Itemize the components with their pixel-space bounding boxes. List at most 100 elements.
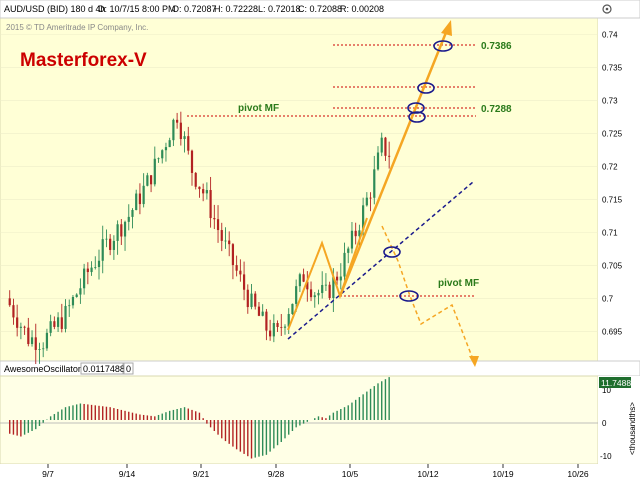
candle-body bbox=[198, 186, 201, 190]
x-tick-label: 9/7 bbox=[42, 469, 54, 479]
candle-body bbox=[350, 230, 354, 249]
candle-body bbox=[298, 274, 301, 287]
pivot-label-bottom: pivot MF bbox=[438, 278, 479, 289]
candle-body bbox=[317, 293, 320, 296]
fib-levels bbox=[187, 44, 476, 297]
y-tick-label: 0.725 bbox=[602, 129, 623, 138]
candle-body bbox=[19, 326, 22, 328]
candle-body bbox=[68, 305, 71, 307]
candle-body bbox=[146, 175, 149, 186]
candle-body bbox=[365, 197, 368, 206]
candle-body bbox=[224, 240, 227, 242]
ellipse-marker bbox=[417, 82, 435, 94]
candle-body bbox=[380, 137, 383, 153]
candle-body bbox=[339, 276, 342, 281]
y-tick-label: 0.71 bbox=[602, 228, 618, 237]
candle-body bbox=[83, 268, 86, 289]
osc-tick: 10 bbox=[602, 386, 611, 395]
candle-body bbox=[142, 185, 145, 205]
candle-body bbox=[8, 298, 11, 306]
candle-body bbox=[209, 190, 212, 219]
ellipse-marker bbox=[407, 102, 425, 114]
level-label-high: 0.7386 bbox=[481, 41, 512, 52]
header-open: O: 0.72087 bbox=[172, 4, 217, 14]
copyright-text: 2015 © TD Ameritrade IP Company, Inc. bbox=[6, 23, 148, 32]
candle-body bbox=[23, 326, 26, 328]
x-tick-label: 9/28 bbox=[268, 469, 285, 479]
candle-body bbox=[116, 224, 119, 241]
osc-tick: -10 bbox=[600, 452, 612, 461]
candle-body bbox=[332, 276, 335, 298]
time-axis: 9/7 9/14 9/21 9/28 10/5 10/12 10/19 10/26 bbox=[42, 464, 589, 479]
candle-body bbox=[328, 284, 331, 298]
x-tick-label: 9/21 bbox=[193, 469, 210, 479]
y-tick-label: 0.73 bbox=[602, 96, 618, 105]
candle-body bbox=[120, 224, 123, 237]
candle-body bbox=[309, 289, 313, 298]
candle-body bbox=[49, 321, 52, 333]
candle-body bbox=[376, 152, 380, 170]
candle-body bbox=[343, 252, 346, 277]
osc-panel[interactable] bbox=[0, 375, 599, 465]
x-tick-label: 10/26 bbox=[567, 469, 589, 479]
candle-body bbox=[131, 210, 134, 217]
settings-gear-icon[interactable] bbox=[602, 4, 612, 14]
brand-title: Masterforex-V bbox=[20, 50, 147, 71]
candle-body bbox=[295, 286, 298, 304]
candle-body bbox=[16, 317, 19, 328]
candle-body bbox=[269, 330, 272, 337]
candle-body bbox=[291, 303, 294, 314]
y-tick-label: 0.715 bbox=[602, 195, 623, 204]
projection-up-arrow-line bbox=[338, 29, 449, 297]
x-tick-label: 10/19 bbox=[492, 469, 514, 479]
candle-body bbox=[302, 274, 305, 282]
candle-body bbox=[123, 221, 127, 237]
candle-body bbox=[362, 205, 365, 231]
candle-body bbox=[231, 244, 235, 266]
candle-body bbox=[187, 136, 190, 151]
candle-body bbox=[283, 326, 287, 328]
candle-body bbox=[254, 293, 257, 307]
candle-body bbox=[321, 285, 324, 294]
projection-down-arrowhead bbox=[469, 356, 479, 367]
candle-body bbox=[168, 140, 171, 148]
candle-body bbox=[176, 119, 179, 123]
header-bar bbox=[0, 0, 640, 19]
osc-title: AwesomeOscillator bbox=[4, 364, 81, 374]
osc-badge bbox=[599, 377, 631, 388]
ellipse-marker bbox=[433, 40, 453, 52]
candle-body bbox=[71, 297, 75, 306]
osc-zero-value: 0 bbox=[126, 364, 131, 374]
candle-body bbox=[265, 311, 268, 331]
ellipse-marker bbox=[408, 111, 426, 123]
candle-body bbox=[183, 136, 186, 140]
pivot-label-top: pivot MF bbox=[238, 103, 279, 114]
candle-body bbox=[228, 240, 231, 245]
candle-body bbox=[347, 248, 350, 253]
y-tick-label: 0.7 bbox=[602, 294, 614, 303]
candle-body bbox=[354, 230, 357, 237]
candle-body bbox=[276, 323, 279, 327]
candle-body bbox=[109, 238, 112, 250]
candle-body bbox=[90, 267, 93, 273]
candle-body bbox=[12, 305, 15, 318]
candle-body bbox=[64, 305, 67, 329]
candle-body bbox=[272, 323, 275, 337]
projection-zigzag bbox=[287, 217, 368, 331]
ellipse-marker bbox=[399, 290, 419, 302]
y-tick-label: 0.74 bbox=[602, 30, 618, 39]
candle-body bbox=[335, 276, 339, 281]
osc-badge-value: 11.7488 bbox=[601, 378, 631, 388]
candle-body bbox=[164, 147, 168, 151]
time-axis-bar bbox=[0, 464, 640, 480]
candle-body bbox=[127, 216, 130, 222]
candle-body bbox=[388, 155, 391, 157]
candle-body bbox=[38, 349, 41, 350]
candle-body bbox=[34, 337, 37, 350]
trendline bbox=[287, 181, 474, 340]
candles-layer bbox=[8, 111, 391, 365]
candle-body bbox=[220, 230, 223, 241]
osc-value-box bbox=[80, 362, 124, 375]
candle-body bbox=[202, 189, 205, 194]
